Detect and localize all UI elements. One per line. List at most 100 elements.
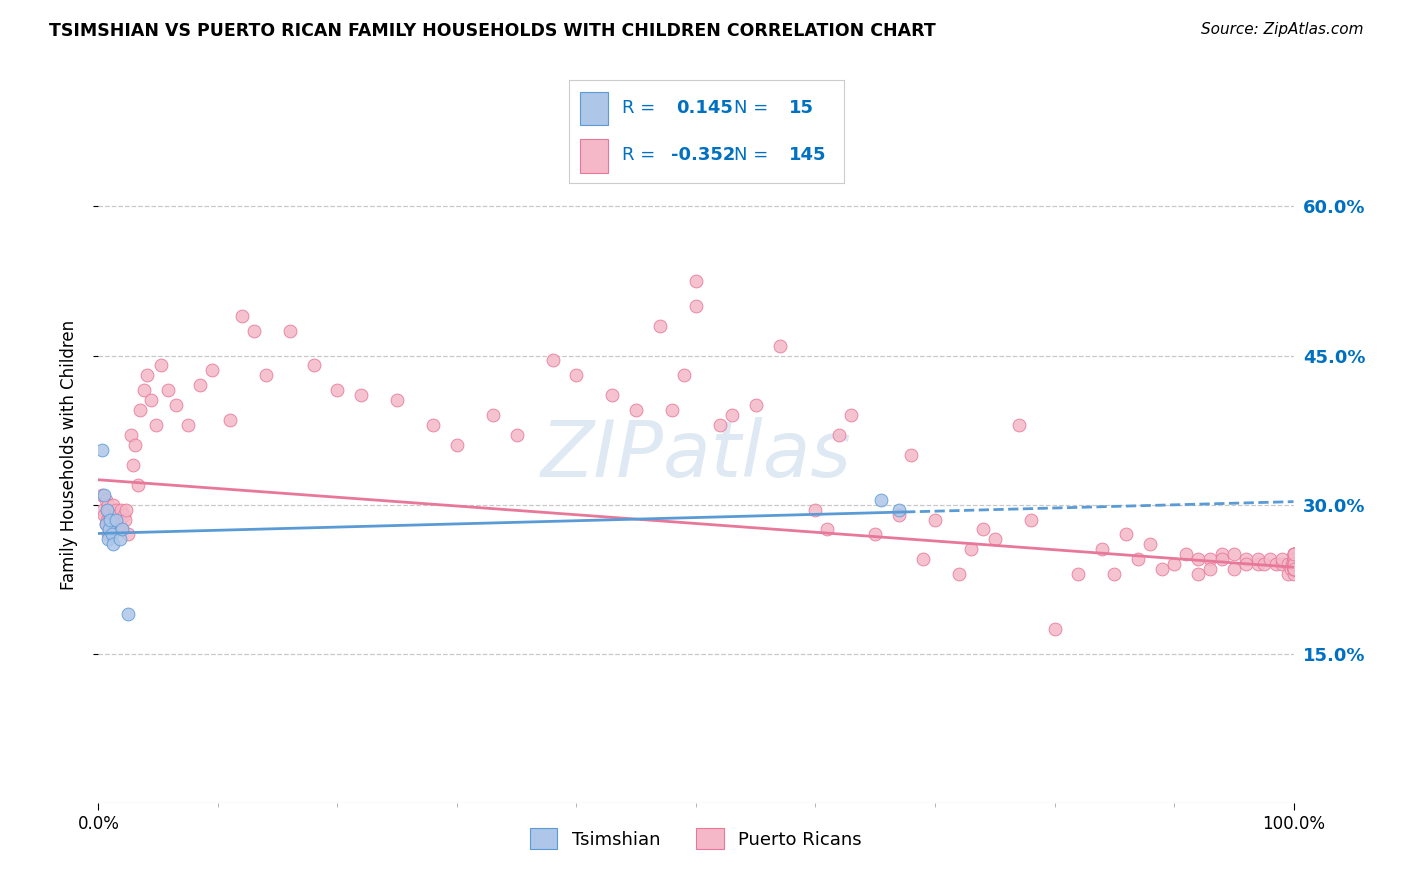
Point [626,403,648,417]
Point [1282,552,1305,566]
Text: N =: N = [734,145,773,163]
Point [870,492,893,507]
Point [911,552,934,566]
Point [1277,567,1299,582]
Text: 0.145: 0.145 [676,100,734,118]
Point [117,527,139,541]
Point [201,363,224,377]
Point [1282,567,1305,582]
Point [122,458,145,472]
Point [1187,567,1209,582]
Point [91,488,114,502]
Point [900,448,922,462]
Point [1281,558,1303,572]
Point [565,368,588,383]
Point [278,324,301,338]
Point [960,542,983,557]
Point [648,318,672,333]
Point [422,418,444,433]
Point [107,512,129,526]
Point [889,502,911,516]
Point [96,502,118,516]
Point [1211,547,1233,561]
Point [709,418,731,433]
Point [1282,562,1305,576]
Point [1282,562,1305,576]
Point [136,368,159,383]
Point [1253,558,1275,572]
Point [129,403,152,417]
Point [132,384,155,398]
Point [745,398,768,412]
Point [1199,552,1222,566]
Text: Source: ZipAtlas.com: Source: ZipAtlas.com [1201,22,1364,37]
Point [1008,418,1031,433]
Point [1223,547,1246,561]
Point [97,498,120,512]
Point [446,438,468,452]
Point [1282,562,1305,576]
Point [188,378,211,392]
Point [94,492,117,507]
Point [96,502,118,516]
Point [889,508,911,522]
Point [350,388,373,402]
Point [1282,547,1305,561]
Point [110,502,132,516]
Point [145,418,167,433]
Point [105,502,128,516]
Point [1282,552,1305,566]
Point [302,359,325,373]
Point [924,512,946,526]
Point [101,537,124,551]
Point [1282,558,1305,572]
Point [101,498,124,512]
Point [1282,558,1305,572]
Point [219,413,242,427]
Point [721,408,744,422]
Point [1139,537,1161,551]
Point [120,428,142,442]
Point [1282,552,1305,566]
Point [661,403,683,417]
Point [1128,552,1150,566]
Y-axis label: Family Households with Children: Family Households with Children [59,320,77,590]
Point [254,368,277,383]
Point [107,508,129,522]
Point [1271,558,1294,572]
Point [97,527,120,541]
Point [108,533,131,547]
Point [117,607,139,621]
Point [156,384,179,398]
Point [1282,547,1305,561]
Point [1258,552,1281,566]
Point [1264,558,1286,572]
Point [841,408,863,422]
Point [105,517,128,532]
Text: -0.352: -0.352 [671,145,735,163]
Point [1271,552,1294,566]
Point [602,388,624,402]
Point [326,384,349,398]
Point [1163,558,1185,572]
Point [1175,547,1198,561]
Point [1091,542,1114,557]
Point [1277,558,1299,572]
Point [1282,562,1305,576]
Text: 15: 15 [789,100,814,118]
Point [1282,547,1305,561]
Bar [581,92,607,126]
Point [165,398,187,412]
Point [94,517,117,532]
Point [828,428,851,442]
Point [1019,512,1042,526]
Point [98,512,121,526]
Point [103,512,125,526]
Text: ZIPatlas: ZIPatlas [540,417,852,493]
Point [1282,558,1305,572]
Point [1115,527,1137,541]
Legend: Tsimshian, Puerto Ricans: Tsimshian, Puerto Ricans [523,822,869,856]
Point [1152,562,1174,576]
Point [98,523,121,537]
Point [1282,558,1305,572]
